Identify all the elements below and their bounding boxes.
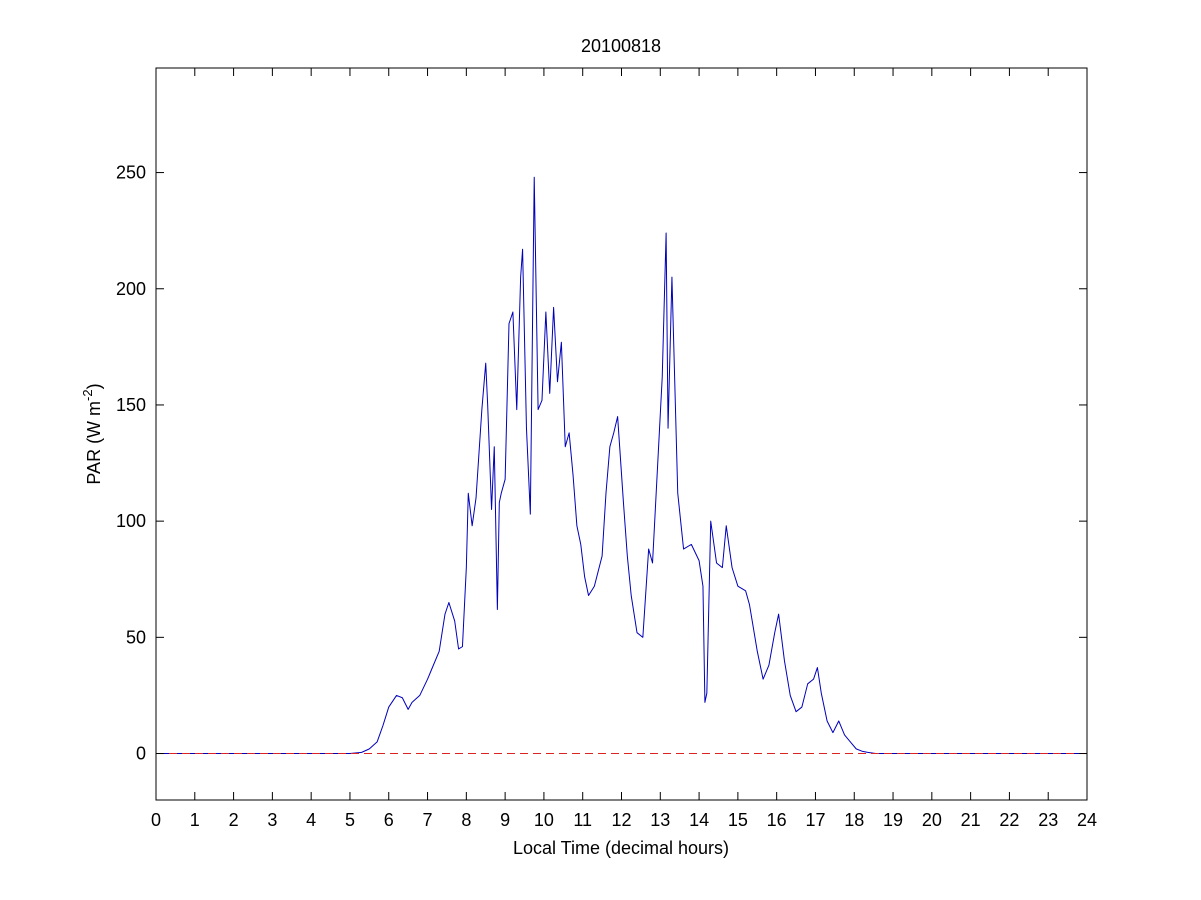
y-axis-label-superscript: -2 [80,389,95,401]
x-tick-label: 12 [611,810,631,830]
tick-layer: 0 1 2 3 4 5 6 7 8 9 10 11 12 13 14 15 16 17 18 19 20 21 22 23 24… [116,68,1097,830]
series-layer [156,176,1087,755]
x-tick-label: 5 [345,810,355,830]
x-tick-label: 4 [306,810,316,830]
x-tick-label: 9 [500,810,510,830]
y-tick-label: 50 [126,627,146,647]
x-tick-label: 19 [883,810,903,830]
x-tick-label: 20 [922,810,942,830]
x-tick-label: 17 [805,810,825,830]
y-tick-label: 100 [116,511,146,531]
x-tick-label: 23 [1038,810,1058,830]
x-tick-label: 3 [267,810,277,830]
y-axis-label-suffix: ) [84,383,104,389]
x-tick-label: 2 [229,810,239,830]
x-tick-label: 1 [190,810,200,830]
y-axis-label: PAR (W m-2) [80,383,104,484]
x-tick-label: 6 [384,810,394,830]
x-tick-label: 18 [844,810,864,830]
series-line-0 [156,176,1087,755]
x-tick-label: 8 [461,810,471,830]
x-tick-label: 21 [961,810,981,830]
x-tick-label: 24 [1077,810,1097,830]
chart-title: 20100818 [581,36,661,56]
y-tick-label: 200 [116,279,146,299]
x-tick-label: 16 [767,810,787,830]
x-tick-label: 7 [423,810,433,830]
x-tick-label: 15 [728,810,748,830]
x-tick-label: 13 [650,810,670,830]
x-tick-label: 10 [534,810,554,830]
x-tick-label: 0 [151,810,161,830]
x-tick-label: 14 [689,810,709,830]
y-tick-label: 150 [116,395,146,415]
y-axis-label-main: PAR (W m [84,401,104,485]
y-tick-label: 250 [116,163,146,183]
x-tick-label: 11 [573,810,592,830]
x-tick-label: 22 [999,810,1019,830]
x-axis-label: Local Time (decimal hours) [513,838,729,858]
y-tick-label: 0 [136,744,146,764]
plot-area [156,68,1087,800]
